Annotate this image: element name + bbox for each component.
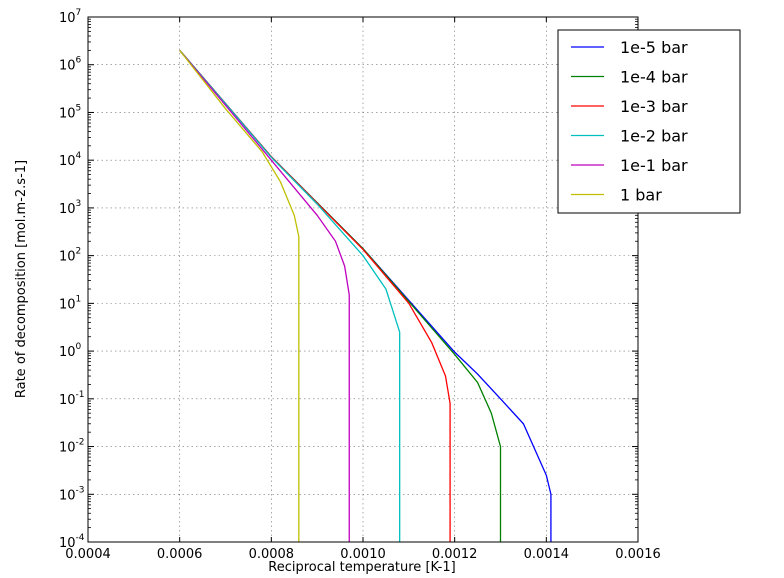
- y-tick-label: 10-2: [59, 438, 85, 456]
- series-line-1e-5-bar: [179, 49, 552, 542]
- series-line-1e-3-bar: [179, 49, 451, 542]
- legend-label: 1e-4 bar: [620, 68, 688, 87]
- legend-label: 1e-1 bar: [620, 156, 688, 175]
- x-tick-label: 0.0004: [65, 547, 111, 562]
- y-tick-label: 106: [59, 56, 82, 74]
- y-tick-label: 105: [59, 103, 81, 121]
- y-axis-label: Rate of decomposition [mol.m-2.s-1]: [14, 160, 29, 398]
- y-tick-label: 100: [59, 342, 82, 360]
- y-tick-label: 107: [59, 8, 81, 26]
- y-tick-label: 10-1: [59, 390, 85, 408]
- tick-layer: 0.0004 0.0006 0.0008 0.0010 0.0012 0.0014 0.00…: [59, 8, 661, 562]
- legend-label: 1e-3 bar: [620, 97, 688, 116]
- series-layer: [179, 49, 552, 542]
- legend: 1e-5 bar 1e-4 bar 1e-3 bar 1e-2 bar 1e-1 bar…: [557, 29, 741, 214]
- x-tick-label: 0.0012: [432, 547, 478, 562]
- y-tick-label: 10-3: [59, 485, 85, 503]
- y-tick-label: 104: [59, 151, 82, 169]
- y-tick-label: 10-4: [59, 533, 85, 551]
- legend-label: 1e-2 bar: [620, 127, 688, 146]
- x-tick-label: 0.0010: [340, 547, 386, 562]
- series-line-1-bar: [179, 49, 300, 542]
- x-tick-label: 0.0016: [615, 547, 661, 562]
- legend-box: [557, 29, 741, 214]
- x-tick-label: 0.0006: [157, 547, 203, 562]
- x-tick-label: 0.0008: [249, 547, 295, 562]
- series-line-1e-1-bar: [179, 49, 350, 542]
- gridlines: [88, 17, 638, 542]
- x-axis-label: Reciprocal temperature [K-1]: [268, 560, 455, 575]
- y-tick-label: 101: [59, 294, 81, 312]
- series-line-1e-4-bar: [179, 49, 502, 542]
- x-tick-label: 0.0014: [524, 547, 570, 562]
- y-tick-label: 103: [59, 199, 81, 217]
- y-tick-label: 102: [59, 247, 81, 265]
- legend-label: 1 bar: [620, 186, 662, 205]
- series-line-1e-2-bar: [179, 49, 401, 542]
- legend-label: 1e-5 bar: [620, 38, 688, 57]
